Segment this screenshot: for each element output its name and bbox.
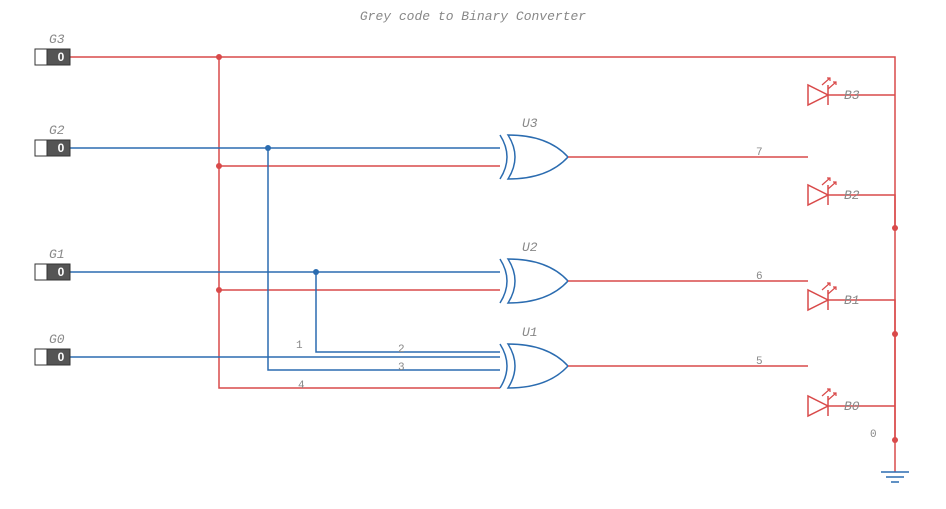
input-g0[interactable]: 0G0 bbox=[35, 332, 70, 365]
net-label: 5 bbox=[756, 356, 763, 368]
junction bbox=[216, 54, 222, 60]
led-label: B0 bbox=[844, 399, 860, 414]
led-b3: B3 bbox=[808, 78, 860, 105]
input-g3[interactable]: 0G3 bbox=[35, 32, 70, 65]
junction bbox=[216, 163, 222, 169]
gate-label: U1 bbox=[522, 325, 538, 340]
junction bbox=[313, 269, 319, 275]
wire bbox=[838, 300, 895, 440]
led-label: B1 bbox=[844, 293, 860, 308]
ground-symbol bbox=[881, 472, 909, 482]
input-label: G1 bbox=[49, 247, 65, 262]
wire bbox=[268, 148, 500, 370]
input-label: G3 bbox=[49, 32, 65, 47]
net-label: 4 bbox=[298, 380, 305, 392]
input-value: 0 bbox=[58, 141, 65, 155]
wire bbox=[219, 57, 500, 388]
input-g2[interactable]: 0G2 bbox=[35, 123, 70, 156]
junction bbox=[216, 287, 222, 293]
led-label: B2 bbox=[844, 188, 860, 203]
net-label: 2 bbox=[398, 344, 405, 356]
net-label: 1 bbox=[296, 340, 303, 352]
junction bbox=[892, 331, 898, 337]
gate-u1: U1 bbox=[500, 325, 583, 388]
net-label: 6 bbox=[756, 271, 763, 283]
net-label: 3 bbox=[398, 362, 405, 374]
net-label: 0 bbox=[870, 429, 877, 441]
gate-label: U2 bbox=[522, 240, 538, 255]
circuit-canvas: Grey code to Binary Converter 0G30G20G10… bbox=[0, 0, 946, 509]
led-layer: B3 B2 B1 B0 bbox=[808, 78, 860, 416]
led-label: B3 bbox=[844, 88, 860, 103]
input-label: G0 bbox=[49, 332, 65, 347]
input-value: 0 bbox=[58, 350, 65, 364]
wire bbox=[316, 272, 500, 352]
gate-u2: U2 bbox=[500, 240, 583, 303]
input-g1[interactable]: 0G1 bbox=[35, 247, 70, 280]
input-label: G2 bbox=[49, 123, 65, 138]
gate-label: U3 bbox=[522, 116, 538, 131]
junction bbox=[265, 145, 271, 151]
gate-u3: U3 bbox=[500, 116, 583, 179]
led-b1: B1 bbox=[808, 283, 860, 310]
led-b2: B2 bbox=[808, 178, 860, 205]
junction bbox=[892, 225, 898, 231]
input-value: 0 bbox=[58, 265, 65, 279]
wire-layer bbox=[70, 57, 895, 472]
wirelabel-layer: 1 2 3 4 5 6 7 0 bbox=[296, 147, 877, 441]
led-b0: B0 bbox=[808, 389, 860, 416]
diagram-title: Grey code to Binary Converter bbox=[360, 9, 586, 24]
input-value: 0 bbox=[58, 50, 65, 64]
net-label: 7 bbox=[756, 147, 763, 159]
input-layer: 0G30G20G10G0 bbox=[35, 32, 70, 365]
wire bbox=[70, 57, 895, 440]
junction bbox=[892, 437, 898, 443]
gate-layer: U3 U2 U1 bbox=[500, 116, 583, 388]
junction-layer bbox=[216, 54, 898, 443]
